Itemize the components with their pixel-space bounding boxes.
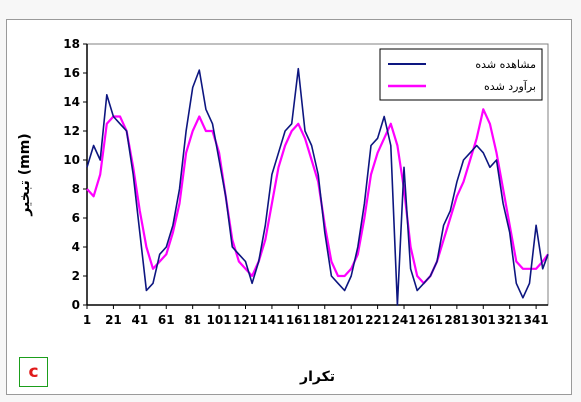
y-tick-label: 12 (63, 124, 80, 138)
x-tick-label: 301 (471, 313, 496, 327)
x-axis-ticks: 1 21 41 61 81 101 121 141 161 181 201 221 241 261 281 3… (83, 305, 549, 327)
y-tick-label: 14 (63, 95, 80, 109)
series-line-estimated (86, 108, 549, 285)
x-tick-label: 61 (158, 313, 175, 327)
y-tick-label: 4 (72, 240, 80, 254)
x-tick-label: 1 (83, 313, 91, 327)
y-tick-label: 8 (72, 182, 80, 196)
x-tick-label: 121 (233, 313, 258, 327)
series-line-observed (86, 67, 549, 306)
axes (86, 43, 549, 306)
x-tick-label: 341 (524, 313, 549, 327)
x-tick-label: 221 (365, 313, 390, 327)
legend-box (379, 48, 543, 101)
x-tick-label: 321 (497, 313, 522, 327)
x-tick-label: 81 (184, 313, 201, 327)
x-tick-label: 201 (339, 313, 364, 327)
x-tick-label: 21 (105, 313, 122, 327)
y-tick-label: 16 (63, 66, 80, 80)
series-layer (86, 67, 549, 306)
x-tick-label: 181 (312, 313, 337, 327)
x-axis-title: تکرار (299, 369, 335, 385)
x-tick-label: 101 (207, 313, 232, 327)
y-tick-label: 2 (72, 269, 80, 283)
y-tick-label: 18 (63, 37, 80, 51)
x-tick-label: 161 (286, 313, 311, 327)
x-tick-label: 261 (418, 313, 443, 327)
legend-label-estimated: برآورد شده (484, 79, 536, 93)
y-axis-ticks: 0 2 4 6 8 10 12 14 16 18 (63, 37, 87, 312)
legend-label-observed: مشاهده شده (475, 58, 536, 71)
panel-label: c (28, 362, 39, 382)
x-tick-label: 141 (259, 313, 284, 327)
y-tick-label: 0 (72, 298, 80, 312)
panel-label-box: c (19, 357, 48, 387)
x-tick-label: 241 (391, 313, 416, 327)
y-tick-label: 10 (63, 153, 80, 167)
y-tick-label: 6 (72, 211, 80, 225)
legend: مشاهده شده برآورد شده (379, 48, 543, 101)
y-axis-title: تبخیر (mm) (17, 133, 33, 216)
x-tick-label: 281 (444, 313, 469, 327)
x-tick-label: 41 (131, 313, 148, 327)
